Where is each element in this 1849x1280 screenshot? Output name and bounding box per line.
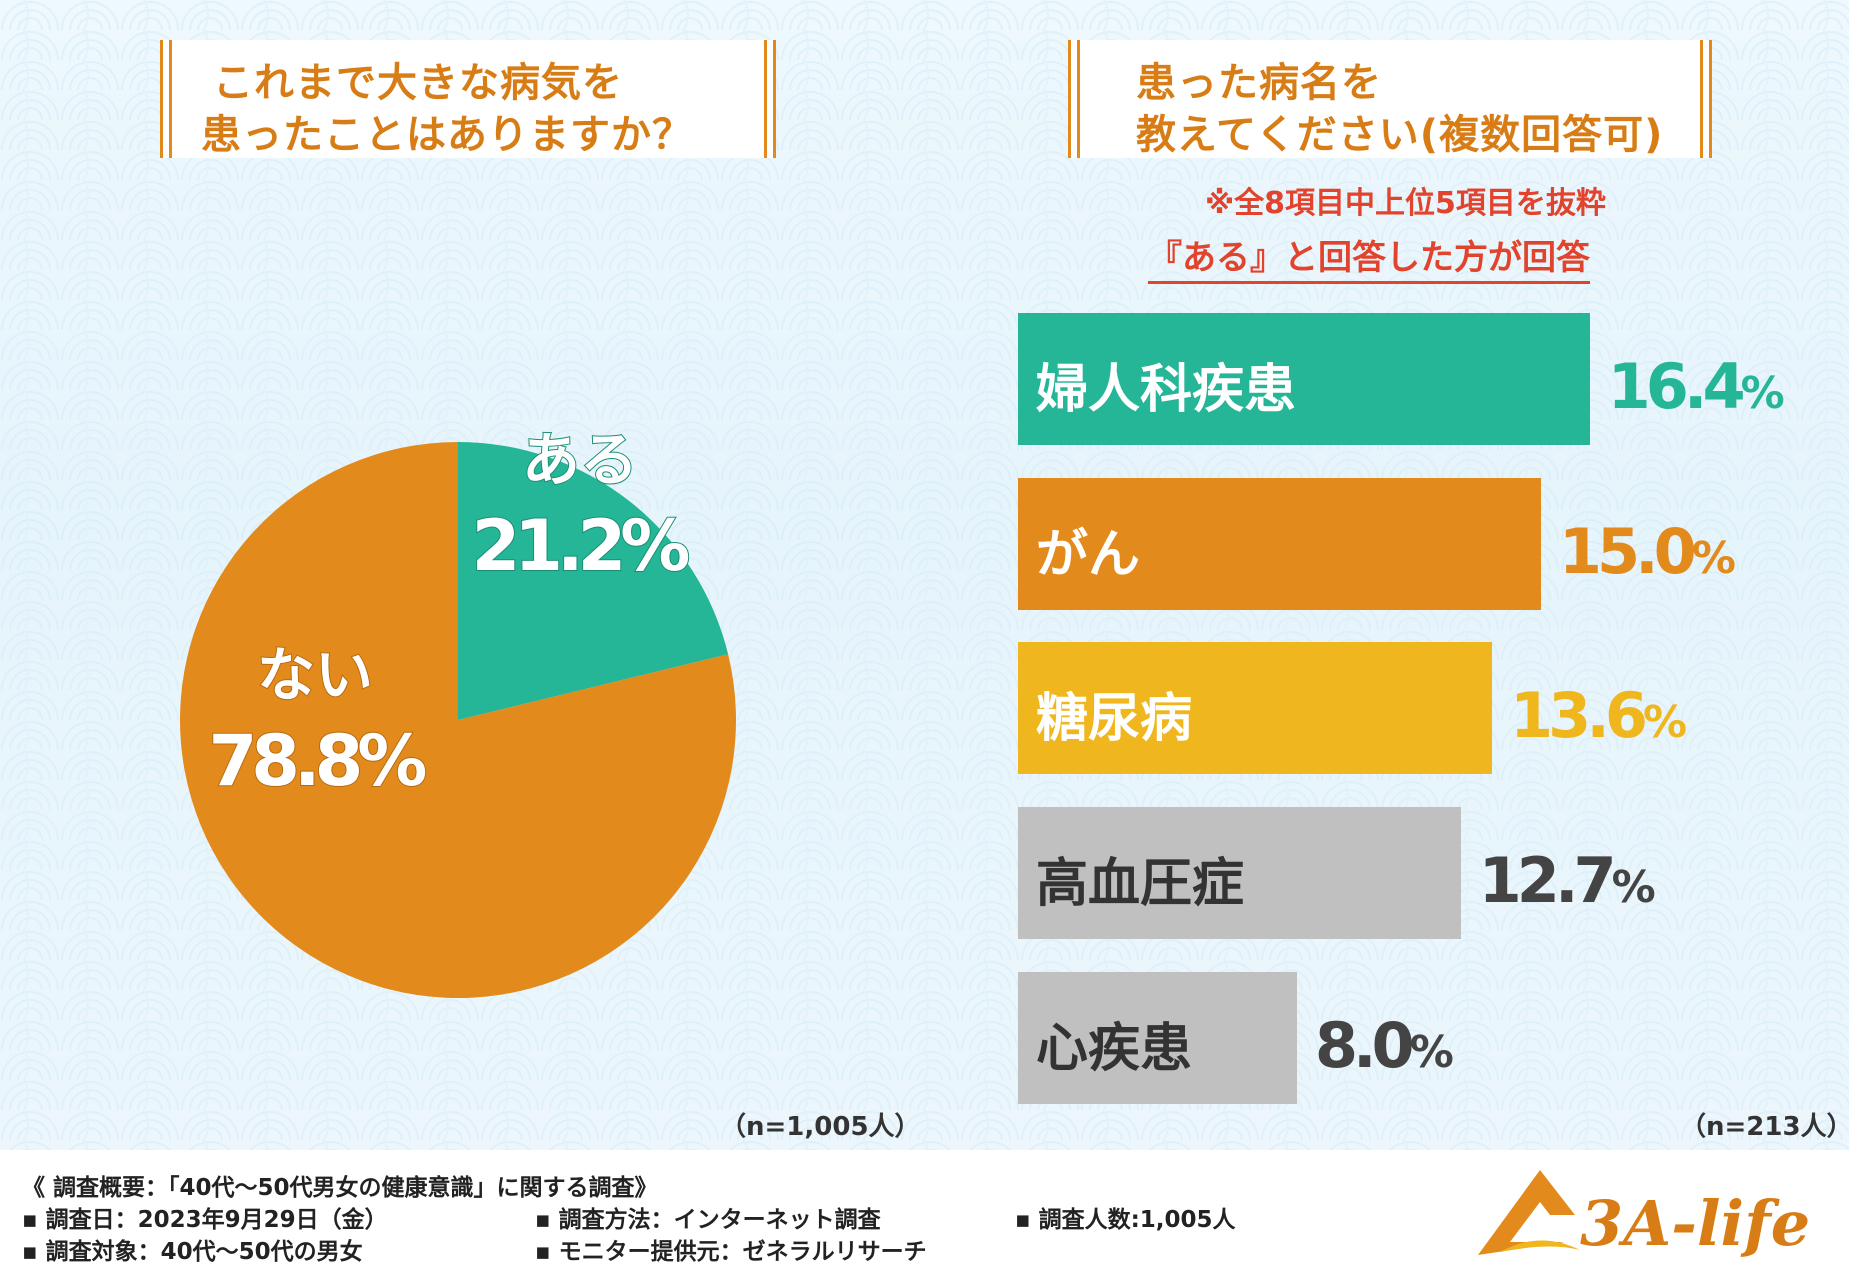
pie-chart: ある 21.2% ない 78.8%: [180, 425, 737, 999]
bar-sample-size: （n=213人）: [1680, 1112, 1849, 1142]
bar-gan: がん: [1018, 478, 1541, 610]
survey-target: ▪ 調査対象：40代～50代の男女: [22, 1239, 363, 1265]
pie-title-line1: これまで大きな病気を: [213, 60, 623, 106]
survey-method: ▪ 調査方法：インターネット調査: [535, 1207, 881, 1233]
selection-note: ※全8項目中上位5項目を抜粋: [1205, 186, 1606, 221]
survey-date: ▪ 調査日：2023年9月29日（金）: [22, 1207, 388, 1233]
survey-title: 《 調査概要：「40代～50代男女の健康意識」に関する調査》: [22, 1175, 658, 1201]
pie-value-aru: 21.2%: [472, 505, 689, 587]
pie-label-aru: ある: [522, 426, 638, 494]
pie-value-nai: 78.8%: [209, 720, 426, 802]
pie-slice-aru: [458, 442, 729, 720]
survey-count: ▪ 調査人数:1,005人: [1015, 1207, 1236, 1233]
pie-label-nai: ない: [257, 641, 373, 709]
bar-tonyobyo: 糖尿病: [1018, 642, 1493, 774]
survey-provider: ▪ モニター提供元：ゼネラルリサーチ: [535, 1239, 927, 1265]
bar-value: 12.7%: [1478, 844, 1656, 917]
logo-mountain-icon: [1478, 1170, 1575, 1255]
pie-sample-size: （n=1,005人）: [720, 1112, 921, 1142]
pie-slice-nai: [180, 442, 737, 999]
pie-title-line2: 患ったことはありますか？: [201, 112, 693, 158]
bar-label: がん: [1036, 525, 1141, 585]
survey-footer: 《 調査概要：「40代～50代男女の健康意識」に関する調査》 ▪ 調査日：202…: [0, 1150, 1849, 1280]
bar-label: 婦人科疾患: [1036, 360, 1297, 420]
bar-value: 15.0%: [1558, 515, 1736, 588]
bar-value: 8.0%: [1314, 1009, 1454, 1082]
bar-label: 糖尿病: [1036, 689, 1193, 749]
bar-shinshikkan: 心疾患: [1018, 972, 1297, 1104]
bar-chart-title-box: 患った病名を 教えてください(複数回答可): [1068, 40, 1712, 158]
respondent-note: 『ある』と回答した方が回答: [1148, 230, 1590, 284]
bar-label: 高血圧症: [1036, 854, 1245, 914]
brand-logo: 3A-life: [1478, 1170, 1810, 1260]
bar-title-line2: 教えてください(複数回答可): [1136, 112, 1664, 158]
bar-title-line1: 患った病名を: [1136, 60, 1382, 106]
logo-wave-icon: [1500, 1240, 1580, 1252]
bar-label: 心疾患: [1036, 1019, 1193, 1079]
bar-value: 16.4%: [1607, 350, 1785, 423]
bar-koketsuatsu: 高血圧症: [1018, 807, 1461, 939]
bar-fujinka: 婦人科疾患: [1018, 313, 1590, 445]
logo-text: 3A-life: [1580, 1187, 1810, 1260]
bar-value: 13.6%: [1510, 679, 1687, 752]
pie-chart-title-box: これまで大きな病気を 患ったことはありますか？: [160, 40, 776, 158]
